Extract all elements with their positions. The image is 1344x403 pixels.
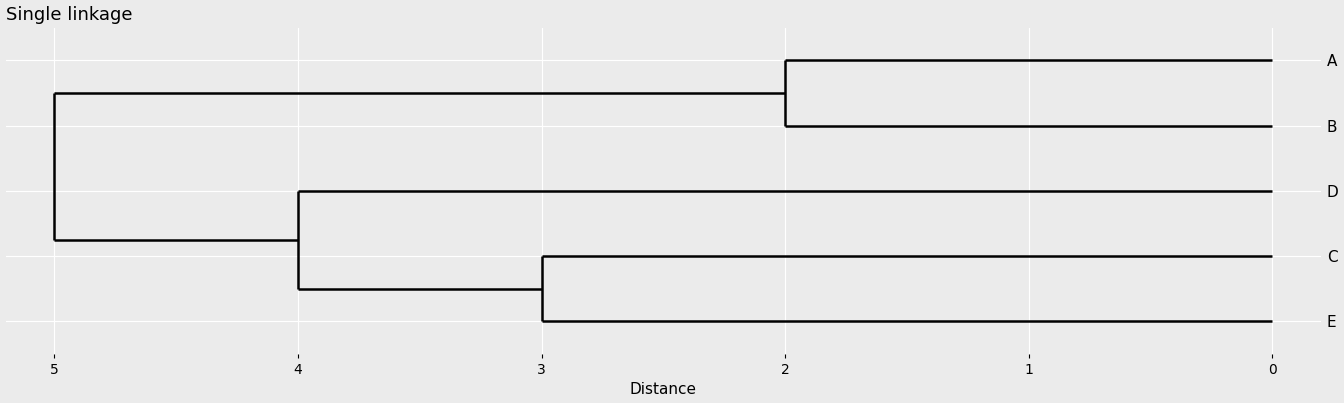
Text: Single linkage: Single linkage (5, 6, 132, 23)
X-axis label: Distance: Distance (630, 382, 696, 397)
